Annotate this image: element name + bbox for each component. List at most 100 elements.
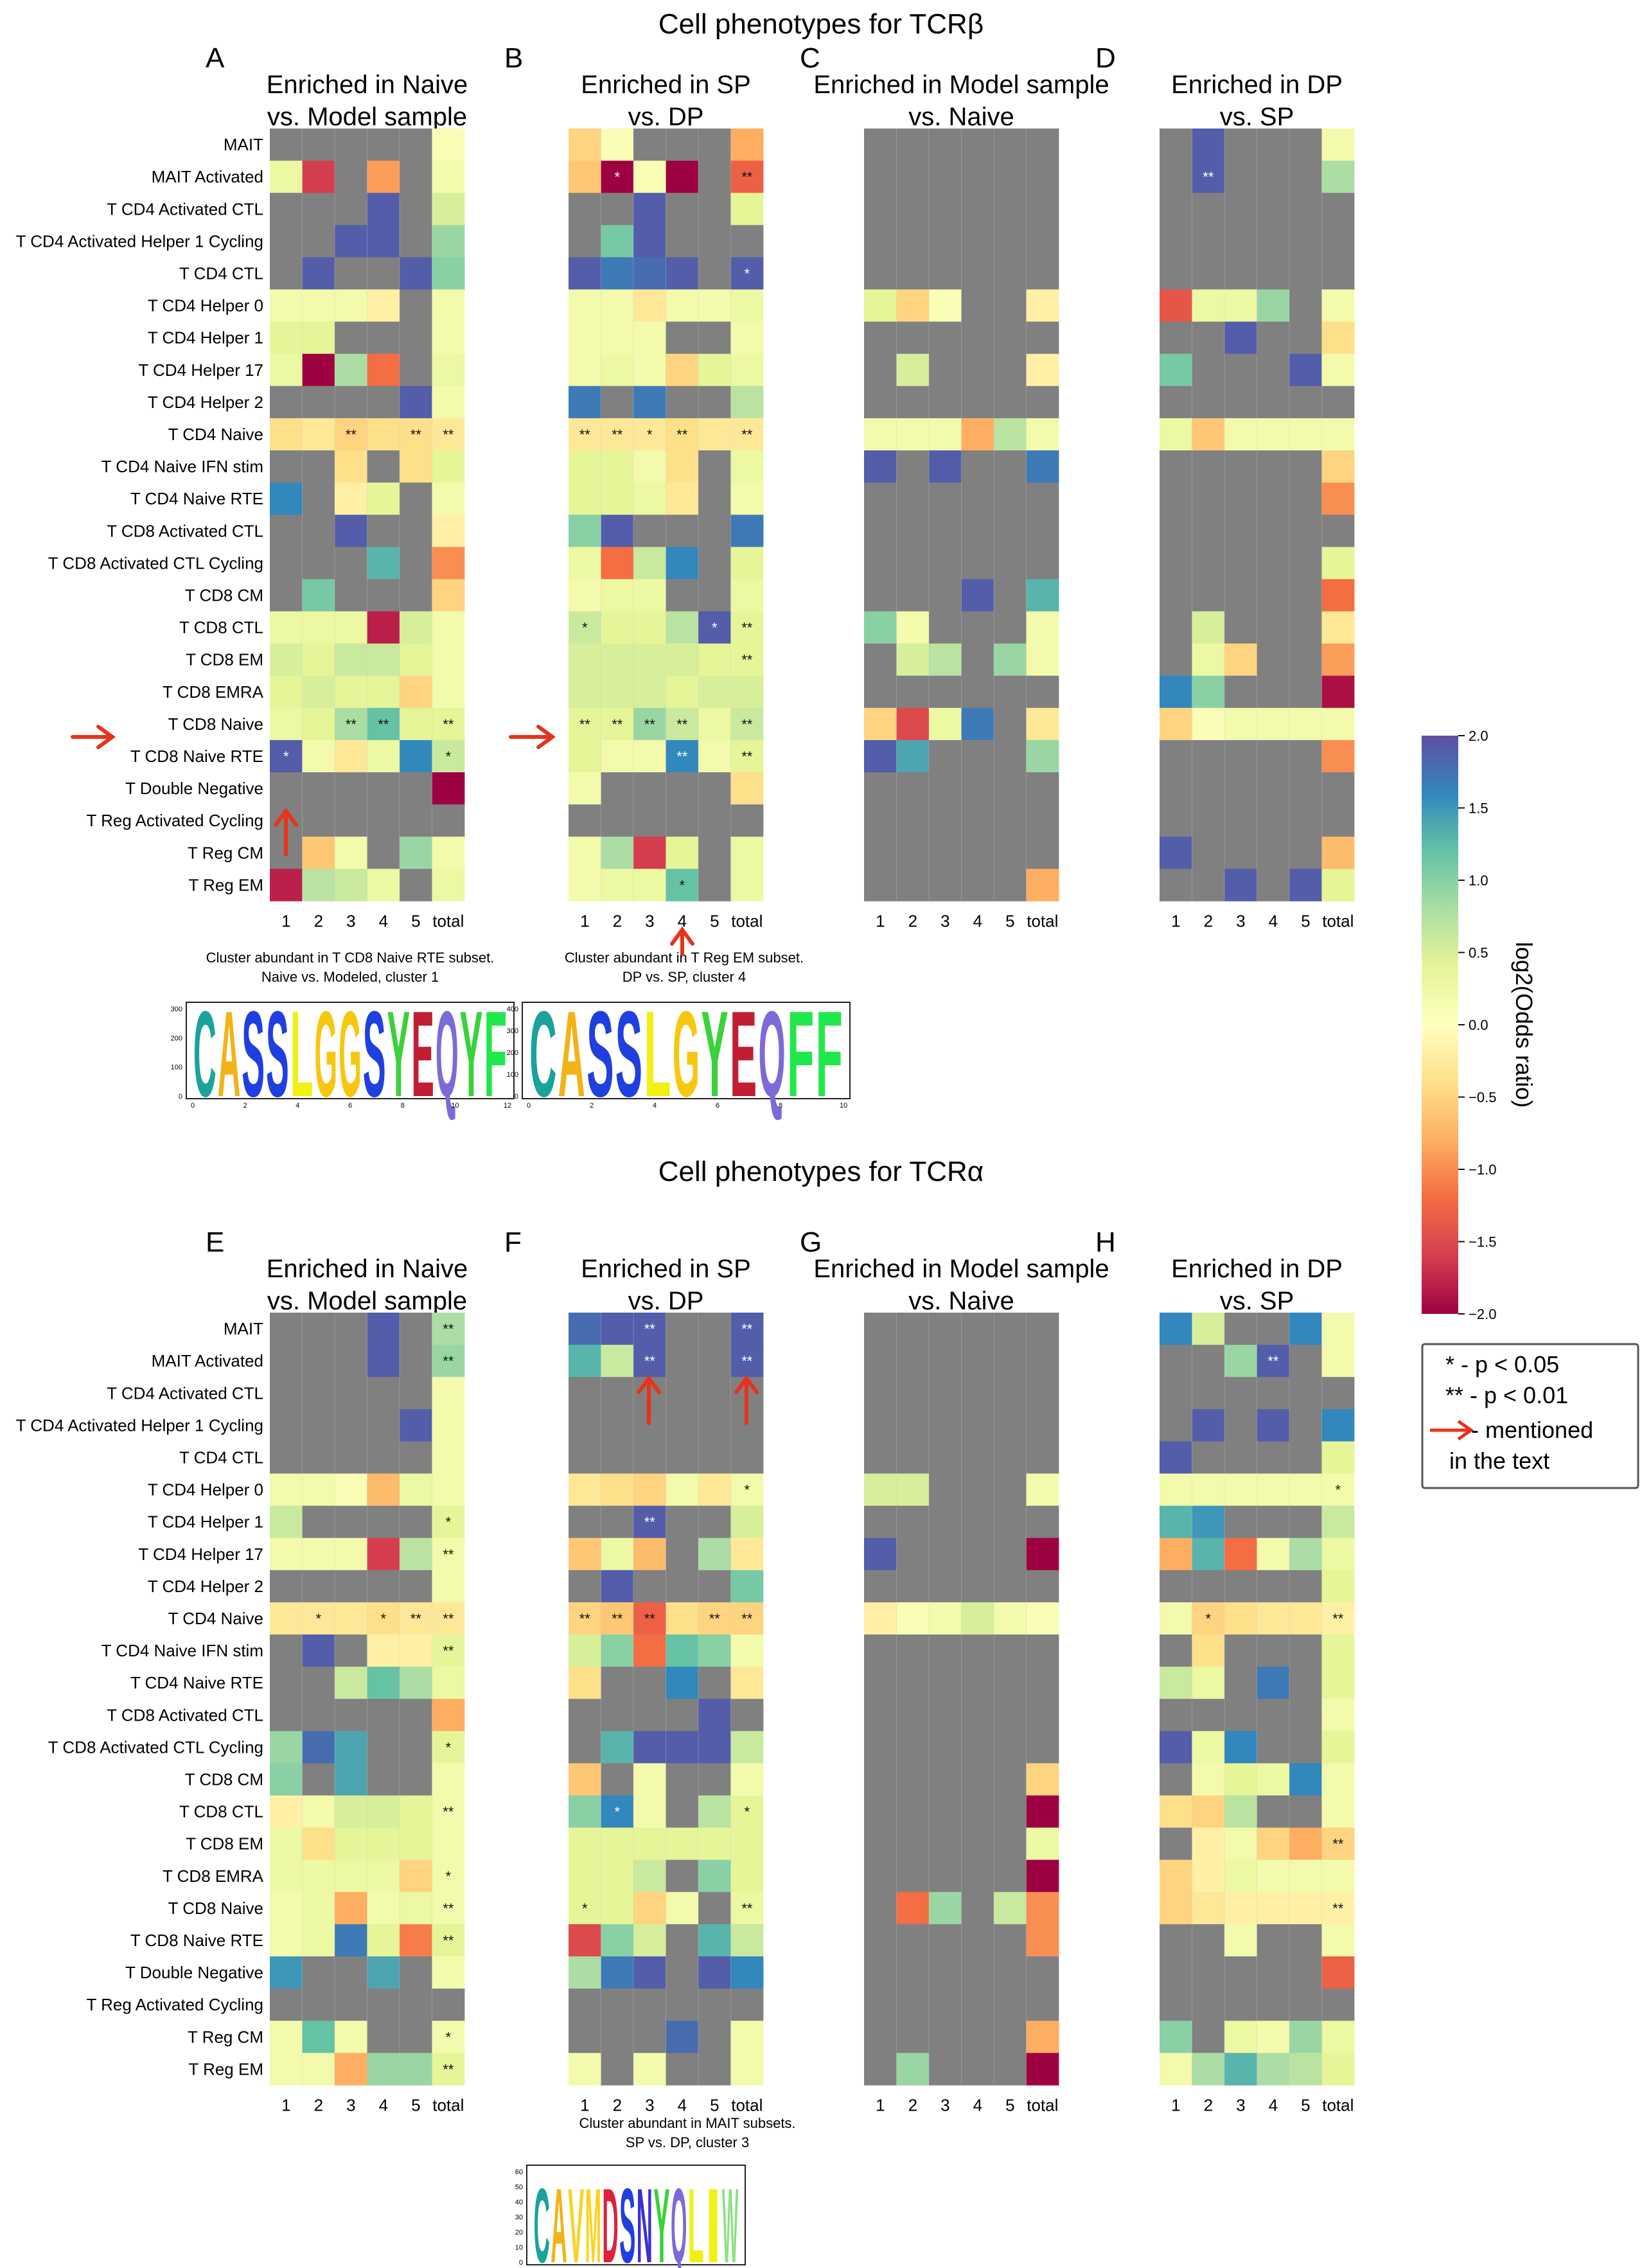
heatmap-cell	[601, 1409, 634, 1442]
significance-mark: *	[615, 169, 621, 185]
heatmap-cell	[1321, 161, 1355, 193]
heatmap-cell	[1160, 2053, 1192, 2086]
heatmap-cell	[961, 257, 994, 290]
row-label: T CD4 Helper 2	[148, 393, 263, 412]
heatmap-cell	[569, 837, 601, 869]
heatmap-cell	[1192, 804, 1225, 837]
heatmap-cell	[302, 1313, 335, 1345]
heatmap-cell	[367, 1602, 400, 1635]
significance-mark: *	[446, 1514, 452, 1530]
row-label: T CD8 Naive	[168, 1899, 263, 1918]
colorbar-tick-label: 2.0	[1469, 728, 1488, 744]
heatmap-cell	[1289, 772, 1322, 805]
heatmap-cell	[601, 1763, 634, 1796]
heatmap-cell	[666, 128, 699, 161]
heatmap-cell	[1257, 1924, 1290, 1957]
heatmap-cell	[569, 547, 601, 580]
heatmap-cell	[864, 1377, 897, 1410]
heatmap-cell	[929, 1409, 962, 1442]
heatmap-cell	[1224, 1570, 1257, 1603]
heatmap-cell	[302, 1473, 335, 1506]
heatmap-cell	[569, 1667, 601, 1699]
significance-mark: *	[446, 749, 452, 765]
heatmap-cell	[1026, 385, 1059, 419]
heatmap-cell	[601, 1313, 634, 1345]
row-label: T CD4 Naive IFN stim	[102, 1641, 263, 1660]
heatmap-cell	[929, 1795, 962, 1828]
heatmap-cell	[730, 869, 764, 901]
significance-mark: **	[644, 716, 656, 732]
logo-y-tick: 100	[507, 1071, 518, 1079]
heatmap-cell	[896, 611, 930, 644]
heatmap-cell	[367, 772, 400, 805]
heatmap-cell	[1289, 837, 1322, 869]
logo-y-tick: 300	[171, 1006, 182, 1013]
heatmap-cell	[432, 289, 465, 322]
heatmap-cell	[302, 804, 335, 837]
heatmap-cell	[896, 1345, 930, 1378]
panel-title-B: Enriched in SP	[581, 71, 751, 99]
heatmap-cell	[929, 225, 962, 258]
heatmap-cell	[1160, 289, 1192, 322]
heatmap-cell	[1160, 515, 1192, 547]
heatmap-cell	[1321, 1635, 1355, 1667]
significance-mark: **	[443, 1804, 454, 1820]
heatmap-cell	[698, 1345, 731, 1378]
heatmap-cell	[1026, 1473, 1059, 1506]
heatmap-cell	[569, 611, 601, 644]
heatmap-cell	[1224, 1827, 1257, 1861]
heatmap-cell	[569, 707, 601, 741]
heatmap-cell	[1160, 483, 1192, 515]
x-tick-label: 5	[1005, 2095, 1014, 2114]
heatmap-cell	[432, 1602, 465, 1635]
heatmap-cell	[896, 1956, 930, 1989]
heatmap-cell	[1026, 1731, 1059, 1764]
x-tick-label: total	[1027, 911, 1058, 930]
heatmap-cell	[1160, 611, 1192, 644]
heatmap-cell	[1224, 128, 1257, 161]
heatmap-cell	[633, 740, 666, 773]
heatmap-cell	[633, 579, 666, 612]
heatmap-cell	[601, 1345, 634, 1378]
heatmap-cell	[569, 2053, 601, 2086]
significance-mark: **	[410, 427, 422, 443]
logo-letter: Y	[701, 986, 728, 1122]
heatmap-cell	[302, 1731, 335, 1764]
heatmap-cell	[698, 1313, 731, 1345]
heatmap-cell	[1224, 1989, 1257, 2021]
heatmap-cell	[601, 1859, 634, 1893]
heatmap-cell	[1257, 643, 1290, 677]
heatmap-cell	[432, 837, 465, 869]
heatmap-cell	[1160, 1859, 1192, 1893]
logo-letter: W	[722, 2166, 738, 2268]
significance-mark: **	[1267, 1353, 1279, 1369]
legend-arrow-text-2: in the text	[1449, 1448, 1549, 1474]
heatmap-cell	[569, 193, 601, 226]
heatmap-cell	[1289, 1473, 1322, 1506]
x-tick-label: 1	[876, 911, 885, 930]
heatmap-cell	[666, 1859, 699, 1893]
heatmap-cell	[601, 1570, 634, 1603]
heatmap-cell	[270, 1667, 303, 1699]
heatmap-cell	[400, 1859, 432, 1893]
heatmap-cell	[270, 1441, 303, 1474]
heatmap-cell	[432, 1505, 465, 1539]
heatmap-cell	[1257, 740, 1290, 773]
heatmap-cell	[961, 321, 994, 355]
heatmap-cell	[1321, 1667, 1355, 1699]
heatmap-cell	[270, 1505, 303, 1539]
heatmap-cell	[400, 1635, 432, 1667]
heatmap-cell	[633, 225, 666, 258]
heatmap-cell	[1289, 321, 1322, 355]
heatmap-cell	[1224, 2021, 1257, 2053]
heatmap-cell	[302, 707, 335, 741]
heatmap-cell	[601, 547, 634, 580]
heatmap-cell	[1192, 483, 1225, 515]
heatmap-cell	[1160, 579, 1192, 612]
heatmap-cell	[1224, 869, 1257, 901]
heatmap-cell	[698, 1731, 731, 1764]
heatmap-cell	[400, 1989, 432, 2021]
heatmap-cell	[367, 1313, 400, 1345]
heatmap-cell	[896, 161, 930, 193]
row-label: T CD8 EM	[186, 650, 263, 669]
